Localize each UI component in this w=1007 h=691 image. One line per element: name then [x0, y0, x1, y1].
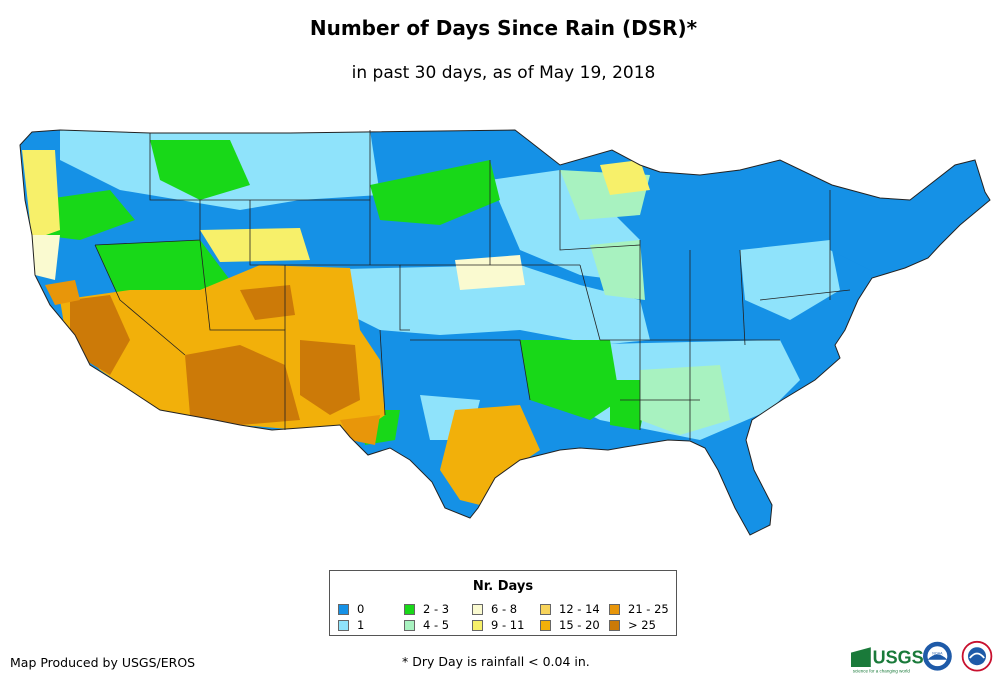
legend-label: 15 - 20 — [559, 618, 600, 632]
noaa-logo: NOAA — [923, 641, 952, 671]
legend-label: 4 - 5 — [423, 618, 450, 632]
legend-swatch — [404, 620, 415, 631]
map-title: Number of Days Since Rain (DSR)* — [309, 16, 698, 40]
region-0day-florida — [700, 440, 775, 535]
state-borders — [94, 130, 851, 440]
region-2-3day-oregon — [40, 190, 135, 240]
us-outline — [19, 129, 991, 536]
legend-swatch — [472, 620, 483, 631]
region-15-20day-texas-south — [440, 405, 540, 505]
region-2-3day-montana — [150, 140, 250, 200]
legend-item: > 25 — [609, 618, 656, 632]
legend-label: 9 - 11 — [491, 618, 525, 632]
legend-label: 0 — [357, 602, 365, 616]
usgs-logo-text: USGS — [873, 647, 924, 667]
usgs-tagline: science for a changing world — [853, 668, 911, 673]
legend-label: 6 - 8 — [491, 602, 518, 616]
region-1day-great-plains — [300, 265, 650, 345]
agency-logos: USGS science for a changing world NOAA — [851, 640, 993, 673]
producer-credit: Map Produced by USGS/EROS — [10, 655, 196, 670]
region-over25day-colorado-west — [240, 285, 295, 320]
region-2-3day-arkansas — [520, 340, 620, 420]
legend-label: 1 — [357, 618, 365, 632]
legend-item: 0 — [338, 602, 364, 616]
legend-swatch — [609, 604, 620, 615]
region-4-5day-illinois — [590, 240, 645, 300]
legend-swatch — [404, 604, 415, 615]
legend-label: 12 - 14 — [559, 602, 600, 616]
legend-item: 6 - 8 — [472, 602, 517, 616]
legend-label: 2 - 3 — [423, 602, 450, 616]
legend-label: > 25 — [628, 618, 656, 632]
region-over25day-new-mexico — [300, 340, 360, 415]
region-1day-ohio — [740, 240, 840, 320]
region-9-11day-wyoming — [200, 228, 310, 262]
legend-item: 9 - 11 — [472, 618, 524, 632]
legend-swatch — [338, 620, 349, 631]
legend-swatch — [609, 620, 620, 631]
region-9-11day-oregon-coast — [22, 150, 60, 240]
nws-logo — [961, 640, 993, 672]
region-over25day-arizona — [185, 345, 300, 425]
region-2-3day-dakotas — [370, 160, 500, 225]
legend-label: 21 - 25 — [628, 602, 669, 616]
legend-item: 4 - 5 — [404, 618, 449, 632]
noaa-logo-text: NOAA — [932, 651, 943, 655]
region-2-3day-nevada-utah — [95, 240, 230, 300]
region-21-25day-texas-west — [340, 415, 380, 445]
legend-item: 1 — [338, 618, 364, 632]
region-6-8day-california — [30, 235, 60, 280]
region-9-11day-michigan — [600, 160, 650, 195]
legend-swatch — [540, 604, 551, 615]
region-21-25day-california — [45, 280, 80, 305]
map-subtitle: in past 30 days, as of May 19, 2018 — [351, 63, 656, 83]
legend-item: 12 - 14 — [540, 602, 600, 616]
legend-item: 21 - 25 — [609, 602, 669, 616]
usgs-logo: USGS science for a changing world — [851, 647, 924, 673]
map-legend: Nr. Days 0 1 2 - 3 4 - 5 6 - 8 9 - 11 12 - 14 1… — [329, 570, 677, 636]
legend-title: Nr. Days — [472, 579, 534, 594]
legend-item: 2 - 3 — [404, 602, 449, 616]
legend-item: 15 - 20 — [540, 618, 600, 632]
legend-swatch — [338, 604, 349, 615]
us-days-since-rain-map — [19, 129, 991, 536]
legend-swatch — [472, 604, 483, 615]
region-6-8day-kansas — [455, 255, 525, 290]
legend-swatch — [540, 620, 551, 631]
dry-day-footnote: * Dry Day is rainfall < 0.04 in. — [402, 654, 590, 669]
